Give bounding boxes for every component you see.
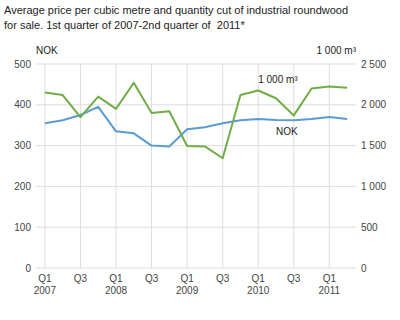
title: Average price per cubic metre and quanti… — [4, 4, 348, 16]
subtitle: for sale. 1st quarter of 2007-2nd quarte… — [4, 19, 245, 31]
line — [45, 107, 347, 147]
y2-tick-label: 2 000 — [361, 99, 386, 110]
grid-line — [293, 64, 294, 268]
y-tick-label: 0 — [25, 263, 31, 274]
x-tick-label: Q12008 — [105, 273, 128, 296]
plot-area — [45, 83, 347, 158]
x-tick-label-line: 2011 — [319, 285, 341, 296]
x-tick-label: Q12009 — [176, 273, 199, 296]
x-tick-label-line: Q3 — [216, 273, 230, 284]
x-tick-label: Q3 — [145, 273, 159, 284]
chart: Average price per cubic metre and quanti… — [0, 0, 400, 320]
grid — [36, 64, 356, 268]
line — [45, 83, 347, 158]
x-tick-label-line: Q1 — [109, 273, 123, 284]
x-tick-label-line: 2010 — [247, 285, 270, 296]
y2-tick-label: 1 000 — [361, 181, 386, 192]
x-tick-label-line: Q1 — [180, 273, 194, 284]
x-tick-label: Q3 — [287, 273, 301, 284]
grid-line — [116, 64, 117, 268]
grid-line — [36, 268, 356, 269]
x-tick-label-line: 2009 — [176, 285, 199, 296]
x-tick-label: Q12011 — [319, 273, 341, 296]
grid-line — [36, 104, 356, 105]
y-tick-label: 400 — [14, 99, 31, 110]
x-tick-label-line: Q3 — [287, 273, 301, 284]
grid-line — [187, 64, 188, 268]
grid-line — [36, 64, 356, 65]
y-axis-label: NOK — [36, 45, 58, 56]
grid-line — [151, 64, 152, 268]
grid-line — [36, 227, 356, 228]
x-tick-label-line: Q1 — [323, 273, 337, 284]
x-tick-label: Q12010 — [247, 273, 270, 296]
x-tick-label-line: Q3 — [145, 273, 159, 284]
grid-line — [258, 64, 259, 268]
y-tick-label: 500 — [14, 59, 31, 70]
x-tick-label-line: 2008 — [105, 285, 128, 296]
x-tick-label: Q12007 — [34, 273, 57, 296]
y2-tick-label: 0 — [361, 263, 367, 274]
y-tick-label: 300 — [14, 140, 31, 151]
grid-line — [222, 64, 223, 268]
x-tick-label-line: Q1 — [252, 273, 266, 284]
grid-line — [329, 64, 330, 268]
x-tick-label: Q3 — [216, 273, 230, 284]
x-tick-label-line: Q1 — [38, 273, 52, 284]
x-tick-label-line: Q3 — [74, 273, 88, 284]
grid-line — [80, 64, 81, 268]
y2-tick-label: 500 — [361, 222, 378, 233]
grid-line — [36, 186, 356, 187]
x-tick-label: Q3 — [74, 273, 88, 284]
y2-axis-label: 1 000 m³ — [317, 45, 357, 56]
line-label: NOK — [276, 126, 298, 137]
line-label: 1 000 m³ — [258, 74, 298, 85]
y-tick-label: 100 — [14, 222, 31, 233]
grid-line — [44, 64, 45, 268]
x-tick-label-line: 2007 — [34, 285, 57, 296]
y2-tick-label: 1 500 — [361, 140, 386, 151]
y-tick-label: 200 — [14, 181, 31, 192]
y2-tick-label: 2 500 — [361, 59, 386, 70]
